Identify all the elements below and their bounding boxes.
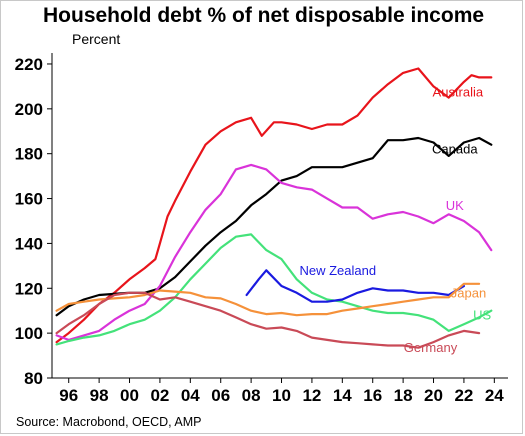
x-tick-label: 18: [394, 386, 413, 405]
series-line-canada: [55, 136, 493, 317]
x-tick-label: 10: [272, 386, 291, 405]
series-label-australia: Australia: [433, 84, 484, 99]
x-tick-label: 98: [90, 386, 109, 405]
series-label-germany: Germany: [404, 340, 458, 355]
x-tick-label: 12: [302, 386, 321, 405]
x-tick-label: 96: [59, 386, 78, 405]
series-line-us: [55, 233, 493, 346]
y-tick-label: 80: [24, 369, 43, 388]
x-tick-label: 20: [424, 386, 443, 405]
x-tick-label: 22: [454, 386, 473, 405]
y-tick-label: 140: [15, 234, 43, 253]
series-label-us: US: [473, 308, 491, 323]
x-tick-label: 04: [181, 386, 200, 405]
source-note: Source: Macrobond, OECD, AMP: [16, 415, 202, 429]
series-line-australia: [55, 67, 493, 344]
x-tick-label: 02: [150, 386, 169, 405]
x-tick-label: 08: [242, 386, 261, 405]
series-line-japan: [55, 282, 481, 317]
y-tick-label: 220: [15, 55, 43, 74]
series-label-uk: UK: [446, 198, 464, 213]
series-line-germany: [55, 291, 481, 349]
y-tick-label: 200: [15, 100, 43, 119]
chart-title: Household debt % of net disposable incom…: [43, 4, 485, 27]
series-label-japan: Japan: [451, 285, 486, 300]
x-tick-label: 06: [211, 386, 230, 405]
y-tick-label: 100: [15, 324, 43, 343]
series-line-new-zealand: [245, 269, 465, 303]
x-tick-label: 00: [120, 386, 139, 405]
series-label-canada: Canada: [432, 142, 478, 157]
y-tick-label: 160: [15, 190, 43, 209]
x-tick-label: 14: [333, 386, 352, 405]
x-tick-label: 16: [363, 386, 382, 405]
series-line-uk: [55, 163, 493, 341]
series-label-new-zealand: New Zealand: [299, 263, 376, 278]
y-tick-label: 120: [15, 279, 43, 298]
x-tick-label: 24: [485, 386, 504, 405]
y-axis-label: Percent: [72, 31, 121, 47]
y-tick-label: 180: [15, 145, 43, 164]
